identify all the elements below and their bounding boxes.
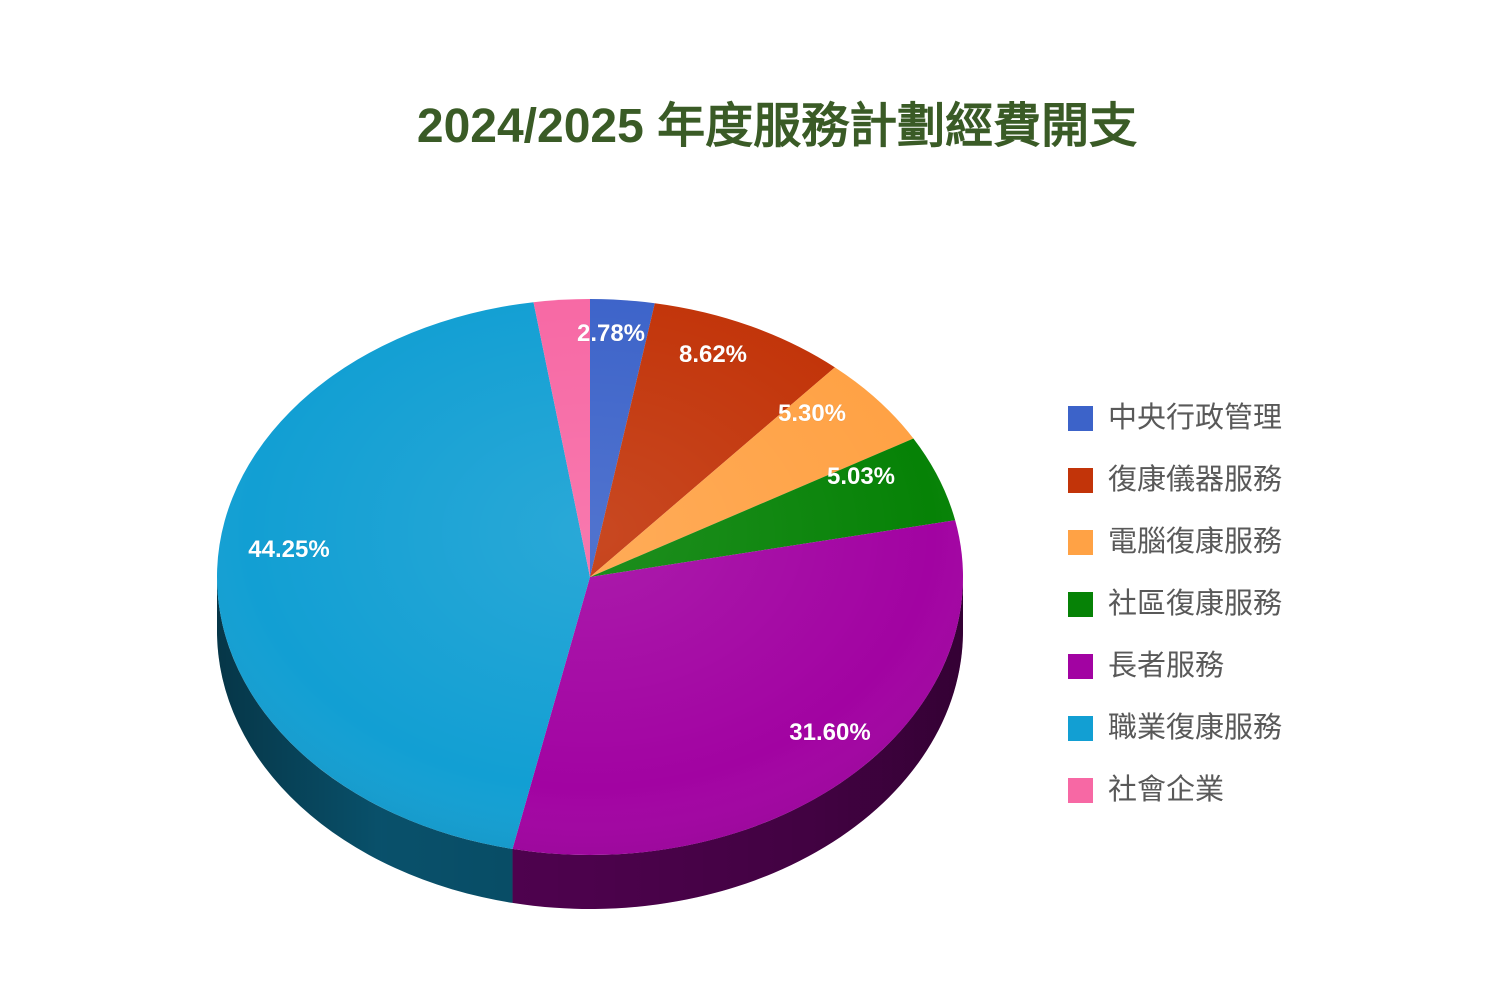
legend: 中央行政管理 復康儀器服務 電腦復康服務 社區復康服務 長者服務職業復康服務 社會企業 xyxy=(1068,402,1283,806)
legend-swatch-elderly-services xyxy=(1068,654,1093,679)
legend-swatch-vocational-rehab xyxy=(1068,716,1093,741)
legend-label-computer-rehab: 電腦復康服務 xyxy=(1108,526,1283,558)
data-label-elderly-services: 31.60% xyxy=(789,719,871,746)
legend-item-vocational-rehab: 職業復康服務 xyxy=(1068,712,1283,744)
pie-side-shading xyxy=(217,577,963,909)
data-label-rehab-equipment: 8.62% xyxy=(678,341,748,368)
pie-top-slices xyxy=(216,299,963,855)
legend-label-community-rehab: 社區復康服務 xyxy=(1108,588,1283,620)
legend-item-community-rehab: 社區復康服務 xyxy=(1068,588,1283,620)
data-label-computer-rehab: 5.30% xyxy=(777,400,847,427)
legend-label-central-admin: 中央行政管理 xyxy=(1108,402,1283,434)
legend-item-elderly-services: 長者服務 xyxy=(1068,650,1282,682)
legend-item-computer-rehab: 電腦復康服務 xyxy=(1068,526,1283,558)
legend-swatch-social-enterprise xyxy=(1068,778,1093,803)
legend-label-rehab-equipment: 復康儀器服務 xyxy=(1108,464,1283,496)
data-label-central-admin: 2.78% xyxy=(576,320,646,347)
legend-swatch-rehab-equipment xyxy=(1068,468,1093,493)
pie-top-shading xyxy=(217,299,963,855)
data-label-community-rehab: 5.03% xyxy=(826,463,896,490)
legend-label-social-enterprise: 社會企業 xyxy=(1108,774,1225,806)
chart-title: 2024/2025 年度服務計劃經費開支 xyxy=(416,100,1138,153)
legend-item-social-enterprise: 社會企業 xyxy=(1068,774,1282,806)
legend-swatch-community-rehab xyxy=(1068,592,1093,617)
legend-swatch-central-admin xyxy=(1068,406,1093,431)
legend-label-vocational-rehab: 職業復康服務 xyxy=(1108,712,1283,744)
legend-item-rehab-equipment: 復康儀器服務 xyxy=(1068,464,1283,496)
legend-swatch-computer-rehab xyxy=(1068,530,1093,555)
legend-item-central-admin: 中央行政管理 xyxy=(1068,402,1283,434)
legend-label-elderly-services: 長者服務 xyxy=(1108,650,1225,682)
pie-side-walls xyxy=(217,577,963,909)
data-label-vocational-rehab: 44.25% xyxy=(248,536,330,563)
